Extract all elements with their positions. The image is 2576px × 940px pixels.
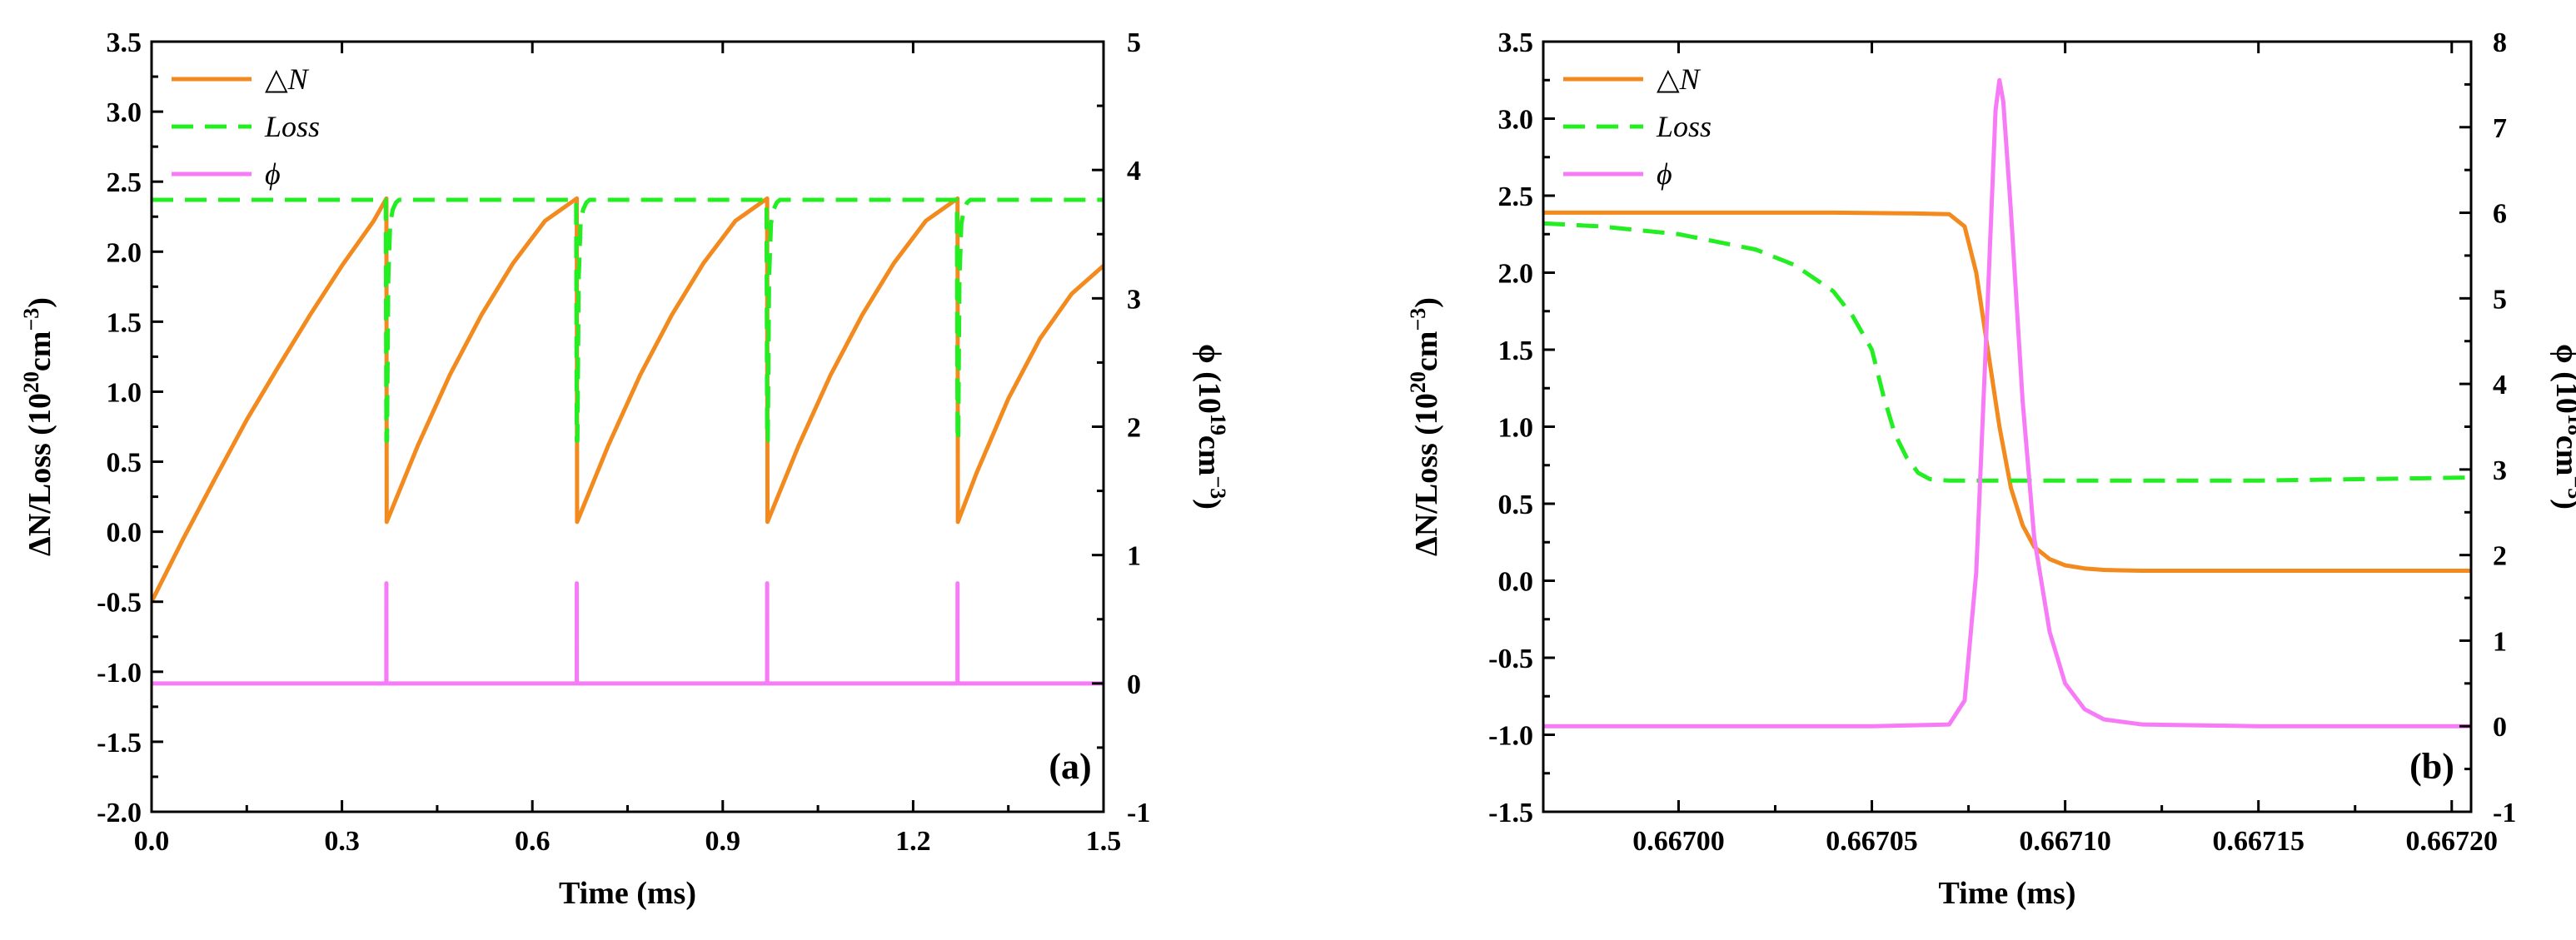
x-axis-title-a: Time (ms) <box>559 876 696 911</box>
legend-label-a-delta-n: △N <box>265 62 310 96</box>
y-right-tick-label-a: -1 <box>1127 798 1150 828</box>
x-tick-label-a: 0.9 <box>705 826 741 857</box>
series-b-phi-line <box>1543 80 2471 726</box>
x-tick-label-b: 0.66715 <box>2212 826 2304 857</box>
x-tick-label-b: 0.66700 <box>1632 826 1725 857</box>
y-left-tick-label-b: 3.5 <box>1498 27 1534 58</box>
y-left-tick-label-b: -1.5 <box>1488 798 1533 828</box>
y-right-tick-label-a: 0 <box>1127 669 1141 700</box>
y-left-tick-label-b: 1.0 <box>1498 413 1534 444</box>
legend-label-a-phi: ϕ <box>265 157 281 191</box>
y-left-tick-label-b: -0.5 <box>1488 644 1533 674</box>
y-left-tick-label-a: -1.0 <box>97 658 142 689</box>
legend-label-a-loss: Loss <box>264 110 320 143</box>
y-left-tick-label-a: 3.5 <box>107 27 142 58</box>
y-left-tick-label-a: 2.5 <box>107 167 142 198</box>
x-tick-label-b: 0.66720 <box>2406 826 2499 857</box>
y-right-tick-label-b: 3 <box>2493 455 2507 486</box>
y-right-tick-label-b: 4 <box>2493 370 2507 400</box>
y-right-tick-label-a: 1 <box>1127 541 1141 572</box>
y-left-tick-label-a: 0.5 <box>107 448 142 479</box>
x-tick-label-b: 0.66705 <box>1826 826 1918 857</box>
y-left-tick-label-a: 1.5 <box>107 307 142 338</box>
x-tick-label-a: 1.2 <box>895 826 931 857</box>
panel-tag-a: (a) <box>1049 746 1091 787</box>
y-left-tick-label-a: -0.5 <box>97 588 142 619</box>
legend-label-b-delta-n: △N <box>1657 62 1702 96</box>
y-left-tick-label-b: 0.0 <box>1498 567 1534 598</box>
y-right-tick-label-b: 1 <box>2493 626 2507 657</box>
series-a-phi-line <box>152 584 1104 684</box>
y-right-tick-label-b: 6 <box>2493 199 2507 230</box>
y-right-tick-label-b: 2 <box>2493 541 2507 572</box>
y-left-tick-label-a: -2.0 <box>97 798 142 828</box>
y-right-tick-label-b: 8 <box>2493 27 2507 58</box>
y-left-tick-label-b: 3.0 <box>1498 105 1534 136</box>
series-b-delta-n-line <box>1543 212 2471 570</box>
y-left-tick-label-b: 1.5 <box>1498 336 1534 366</box>
y-left-tick-label-a: -1.5 <box>97 728 142 758</box>
y-left-tick-label-a: 3.0 <box>107 97 142 128</box>
y-right-tick-label-b: -1 <box>2493 798 2516 828</box>
y-right-axis-title-b: ϕ (1018cm−3) <box>2549 344 2576 510</box>
x-axis-title-b: Time (ms) <box>1939 876 2076 911</box>
panel-tag-b: (b) <box>2409 746 2454 787</box>
x-tick-label-a: 0.3 <box>324 826 360 857</box>
y-left-tick-label-b: -1.0 <box>1488 721 1533 752</box>
y-left-tick-label-a: 0.0 <box>107 518 142 549</box>
panel-b: 0.66700 0.66705 0.66710 0.66715 0.66720 -1.5 -… <box>1406 27 2576 911</box>
x-tick-label-a: 0.6 <box>515 826 551 857</box>
y-right-tick-label-a: 5 <box>1127 27 1141 58</box>
y-left-tick-label-a: 1.0 <box>107 377 142 408</box>
legend-label-b-loss: Loss <box>1656 110 1712 143</box>
x-tick-label-a: 0.0 <box>134 826 170 857</box>
legend-label-b-phi: ϕ <box>1657 157 1672 191</box>
y-right-tick-label-b: 0 <box>2493 712 2507 743</box>
y-left-axis-title-b: ΔN/Loss (1020cm−3) <box>1406 297 1445 556</box>
plot-frame-a <box>152 42 1104 812</box>
y-right-tick-label-b: 7 <box>2493 113 2507 144</box>
panel-a: 0.0 0.3 0.6 0.9 1.2 1.5 -2.0 -1.5 -1.0 -0.5 0.0 0.5… <box>19 27 1231 911</box>
x-tick-label-a: 1.5 <box>1086 826 1122 857</box>
y-left-tick-label-a: 2.0 <box>107 237 142 268</box>
y-left-tick-label-b: 2.5 <box>1498 182 1534 212</box>
series-b-loss-line <box>1543 223 2471 480</box>
y-left-tick-label-b: 2.0 <box>1498 259 1534 290</box>
y-right-tick-label-a: 4 <box>1127 156 1141 187</box>
y-left-tick-label-b: 0.5 <box>1498 490 1534 520</box>
y-right-tick-label-b: 5 <box>2493 284 2507 315</box>
x-tick-label-b: 0.66710 <box>2019 826 2111 857</box>
y-right-axis-title-a: ϕ (1019cm−3) <box>1192 344 1231 510</box>
y-right-tick-label-a: 3 <box>1127 284 1141 315</box>
y-left-axis-title-a: ΔN/Loss (1020cm−3) <box>19 297 58 556</box>
y-right-tick-label-a: 2 <box>1127 413 1141 444</box>
